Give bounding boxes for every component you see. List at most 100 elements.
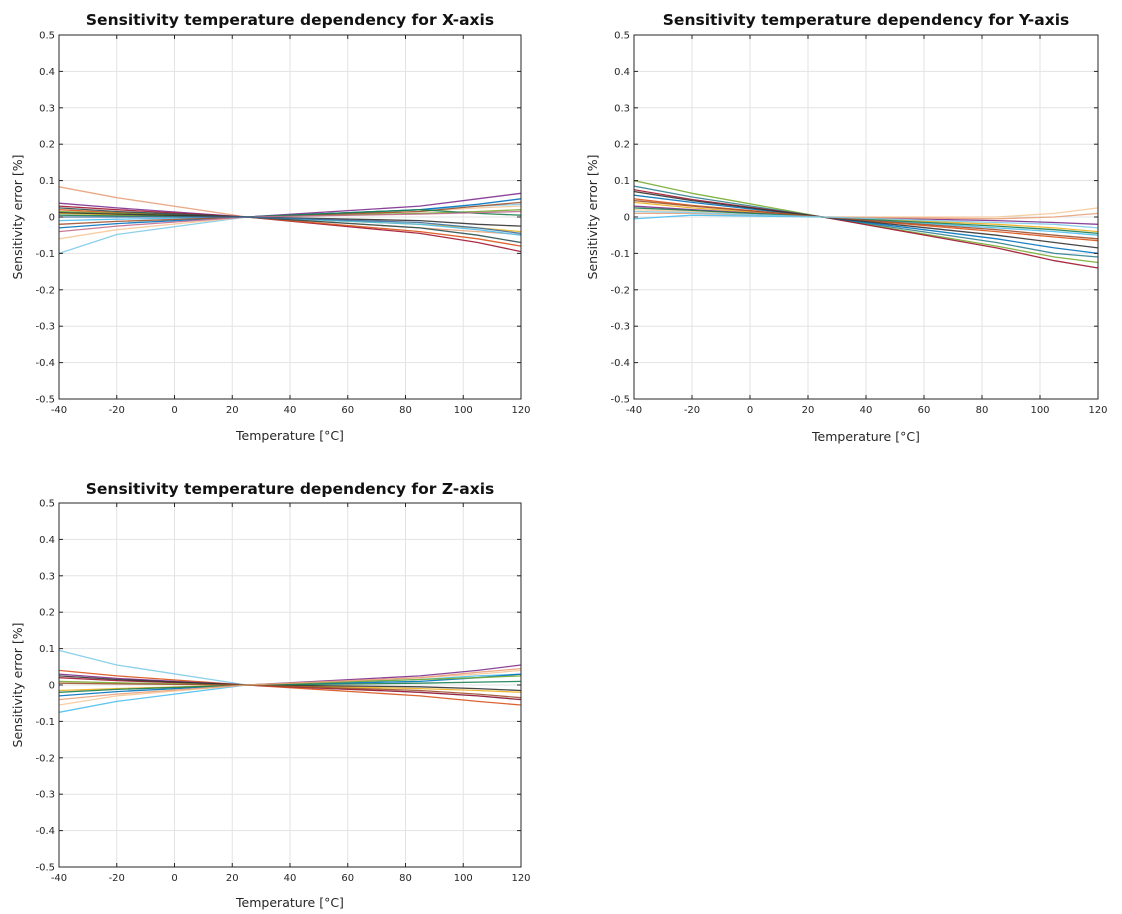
y-axis-label: Sensitivity error [%]: [10, 623, 25, 748]
y-tick-label: -0.3: [35, 322, 55, 333]
series-line: [58, 205, 522, 253]
series-lines: [58, 186, 522, 255]
series-line: [58, 192, 522, 218]
x-tick-label: 100: [1030, 405, 1049, 416]
series-line: [58, 209, 522, 247]
x-tick-label: 60: [918, 405, 931, 416]
x-tick-label: 40: [284, 405, 297, 416]
chart-y-axis: Sensitivity temperature dependency for Y…: [585, 11, 1108, 444]
series-line: [633, 198, 1099, 242]
series-line: [633, 214, 1099, 236]
y-axis-label: Sensitivity error [%]: [585, 155, 600, 280]
x-tick-label: 120: [1088, 405, 1107, 416]
x-tick-labels: -40 -20 0 20 40 60 80 100 120: [51, 873, 531, 884]
y-tick-label: 0.2: [39, 140, 55, 151]
series-line: [633, 190, 1099, 249]
y-tick-label: -0.5: [35, 863, 55, 874]
y-tick-label: -0.4: [35, 826, 55, 837]
series-line: [58, 210, 522, 233]
chart-title: Sensitivity temperature dependency for Z…: [86, 480, 495, 498]
series-line: [633, 210, 1099, 229]
series-line: [633, 185, 1099, 258]
chart-z-axis: Sensitivity temperature dependency for Z…: [10, 480, 531, 910]
x-tick-label: -20: [684, 405, 700, 416]
y-tick-label: 0: [49, 681, 55, 692]
y-tick-label: 0.2: [39, 608, 55, 619]
x-tick-label: -40: [51, 873, 67, 884]
y-tick-label: -0.2: [35, 285, 55, 296]
series-line: [58, 684, 522, 693]
x-tick-label: 40: [860, 405, 873, 416]
y-tick-labels: 0.5 0.4 0.3 0.2 0.1 0 -0.1 -0.2 -0.3 -0.…: [35, 499, 55, 874]
x-tick-label: 60: [341, 873, 354, 884]
x-tick-label: 120: [511, 405, 530, 416]
tick-marks: [633, 34, 1099, 400]
y-tick-label: 0: [624, 213, 630, 224]
x-tick-label: 100: [454, 405, 473, 416]
series-line: [58, 675, 522, 692]
x-tick-label: 80: [399, 873, 412, 884]
series-line: [58, 667, 522, 701]
y-tick-label: 0.3: [39, 571, 55, 582]
x-axis-label: Temperature [°C]: [235, 428, 344, 443]
y-tick-label: -0.2: [610, 285, 630, 296]
x-tick-label: 0: [171, 405, 177, 416]
y-tick-label: 0.2: [614, 140, 630, 151]
y-tick-label: 0.4: [39, 67, 55, 78]
series-line: [58, 211, 522, 227]
y-tick-label: 0.1: [39, 176, 55, 187]
series-line: [58, 216, 522, 236]
series-line: [633, 201, 1099, 233]
x-tick-label: 60: [341, 405, 354, 416]
y-tick-label: -0.1: [35, 717, 55, 728]
y-tick-label: -0.5: [610, 395, 630, 406]
y-tick-label: -0.4: [610, 358, 630, 369]
y-tick-label: -0.5: [35, 395, 55, 406]
x-tick-label: -20: [109, 873, 125, 884]
y-tick-label: 0.3: [614, 103, 630, 114]
chart-title: Sensitivity temperature dependency for Y…: [663, 11, 1069, 29]
series-line: [633, 199, 1099, 240]
x-tick-label: 120: [511, 873, 530, 884]
y-tick-label: 0.1: [614, 176, 630, 187]
chart-x-axis: Sensitivity temperature dependency for X…: [10, 11, 531, 443]
series-line: [633, 189, 1099, 269]
series-line: [58, 680, 522, 693]
y-axis-label: Sensitivity error [%]: [10, 155, 25, 280]
chart-title: Sensitivity temperature dependency for X…: [86, 11, 494, 29]
x-tick-label: 20: [226, 873, 239, 884]
series-line: [634, 212, 1099, 220]
series-line: [59, 216, 522, 235]
x-tick-label: 20: [226, 405, 239, 416]
x-tick-labels: -40 -20 0 20 40 60 80 100 120: [51, 405, 531, 416]
x-tick-label: -40: [626, 405, 642, 416]
y-tick-label: -0.1: [35, 249, 55, 260]
x-tick-labels: -40 -20 0 20 40 60 80 100 120: [626, 405, 1108, 416]
series-line: [58, 201, 522, 225]
x-tick-label: 80: [399, 405, 412, 416]
series-line: [633, 205, 1099, 225]
y-tick-label: -0.2: [35, 753, 55, 764]
x-tick-label: 0: [171, 873, 177, 884]
y-tick-label: -0.3: [610, 322, 630, 333]
series-line: [58, 209, 522, 218]
series-line: [58, 675, 522, 686]
series-line: [633, 207, 1099, 235]
x-tick-label: 20: [802, 405, 815, 416]
x-tick-label: -20: [109, 405, 125, 416]
series-line: [633, 179, 1099, 264]
y-tick-label: 0.3: [39, 103, 55, 114]
y-tick-label: 0.4: [614, 67, 630, 78]
x-tick-label: -40: [51, 405, 67, 416]
series-line: [58, 669, 522, 706]
x-tick-label: 40: [284, 873, 297, 884]
tick-marks: [58, 34, 522, 400]
y-tick-label: 0.5: [39, 499, 55, 510]
y-tick-label: 0.5: [614, 31, 630, 42]
series-line: [58, 677, 522, 701]
x-axis-label: Temperature [°C]: [811, 429, 920, 444]
series-line: [58, 664, 522, 686]
y-tick-label: -0.1: [610, 249, 630, 260]
series-line: [633, 207, 1099, 218]
